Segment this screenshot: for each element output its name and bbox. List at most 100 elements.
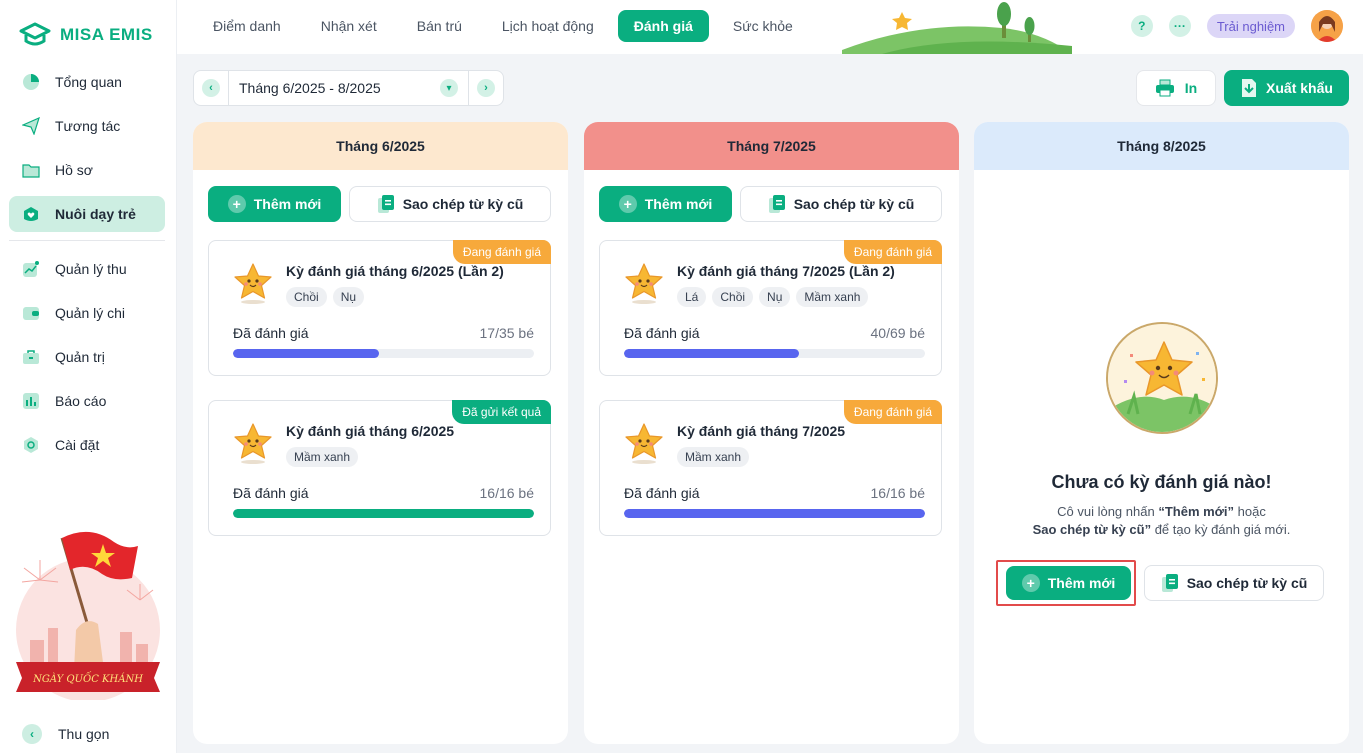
print-button[interactable]: In bbox=[1136, 70, 1216, 106]
tab-activity-schedule[interactable]: Lịch hoạt động bbox=[501, 18, 594, 34]
tab-comments[interactable]: Nhận xét bbox=[320, 18, 377, 34]
empty-desc-text: hoặc bbox=[1237, 504, 1266, 519]
copy-from-previous-button[interactable]: Sao chép từ kỳ cũ bbox=[349, 186, 551, 222]
evaluation-card[interactable]: Đang đánh giá Kỳ đánh giá tháng 7/2025 (… bbox=[599, 240, 942, 376]
column-actions: + Thêm mới Sao chép từ kỳ cũ bbox=[208, 186, 553, 222]
sidebar-divider bbox=[9, 240, 165, 241]
class-chip: Nụ bbox=[332, 287, 365, 307]
class-chips: Mầm xanh bbox=[286, 447, 359, 467]
period-selector: ‹ Tháng 6/2025 - 8/2025 ▾ › bbox=[193, 70, 504, 106]
evaluation-card[interactable]: Đã gửi kết quả Kỳ đánh giá tháng 6/2025 … bbox=[208, 400, 551, 536]
empty-state-description: Cô vui lòng nhấn “Thêm mới” hoặc Sao ché… bbox=[974, 503, 1349, 539]
progress-count: 40/69 bé bbox=[870, 325, 926, 341]
misa-logo-icon bbox=[19, 22, 51, 46]
sidebar-item-income[interactable]: Quản lý thu bbox=[9, 251, 165, 287]
evaluation-card[interactable]: Đang đánh giá Kỳ đánh giá tháng 7/2025 M… bbox=[599, 400, 942, 536]
add-new-button[interactable]: + Thêm mới bbox=[1006, 566, 1131, 600]
sidebar-item-childcare[interactable]: Nuôi dạy trẻ bbox=[9, 196, 165, 232]
progress-fill bbox=[233, 349, 380, 358]
export-label: Xuất khẩu bbox=[1266, 80, 1333, 96]
progress-label: Đã đánh giá bbox=[233, 485, 309, 501]
sidebar-item-records[interactable]: Hồ sơ bbox=[9, 152, 165, 188]
collapse-sidebar-button[interactable]: ‹ Thu gọn bbox=[22, 724, 109, 744]
chevron-right-icon: › bbox=[477, 79, 495, 97]
month-column: Tháng 8/2025 Chưa có kỳ đánh giá nào! Cô… bbox=[974, 122, 1349, 744]
add-label: Thêm mới bbox=[1047, 575, 1116, 591]
class-chips: Chồi Nụ bbox=[286, 287, 365, 307]
empty-state-actions: + Thêm mới Sao chép từ kỳ cũ bbox=[996, 560, 1324, 606]
chevron-left-icon: ‹ bbox=[22, 724, 42, 744]
sidebar-item-label: Nuôi dạy trẻ bbox=[55, 206, 136, 222]
progress-bar bbox=[233, 349, 534, 358]
collapse-label: Thu gọn bbox=[58, 726, 110, 742]
card-title: Kỳ đánh giá tháng 7/2025 bbox=[677, 423, 846, 439]
empty-state: Chưa có kỳ đánh giá nào! Cô vui lòng nhấ… bbox=[974, 322, 1349, 539]
plus-icon: + bbox=[1021, 574, 1040, 592]
column-header: Tháng 6/2025 bbox=[193, 122, 568, 170]
more-icon[interactable]: ··· bbox=[1168, 15, 1191, 37]
sidebar-item-admin[interactable]: Quản trị bbox=[9, 339, 165, 375]
wallet-icon bbox=[21, 303, 41, 323]
sidebar-item-settings[interactable]: Cài đặt bbox=[9, 427, 165, 463]
copy-document-icon bbox=[1161, 574, 1178, 592]
trial-button[interactable]: Trải nghiệm bbox=[1206, 14, 1295, 38]
class-chip: Nụ bbox=[759, 287, 791, 307]
month-column: Tháng 7/2025 + Thêm mới Sao chép từ kỳ c… bbox=[584, 122, 959, 744]
add-new-button[interactable]: + Thêm mới bbox=[599, 186, 732, 222]
progress-label: Đã đánh giá bbox=[624, 485, 700, 501]
sidebar-item-overview[interactable]: Tổng quan bbox=[9, 64, 165, 100]
bar-chart-icon bbox=[21, 391, 41, 411]
folder-icon bbox=[21, 160, 41, 180]
empty-desc-quote: Sao chép từ kỳ cũ” bbox=[1032, 522, 1152, 537]
avatar[interactable] bbox=[1311, 10, 1343, 42]
progress-bar bbox=[624, 509, 925, 518]
period-value: Tháng 6/2025 - 8/2025 bbox=[239, 80, 381, 96]
class-chip: Lá bbox=[677, 287, 707, 307]
tab-evaluation[interactable]: Đánh giá bbox=[617, 10, 709, 42]
sidebar-item-label: Tổng quan bbox=[55, 74, 122, 90]
paper-plane-icon bbox=[21, 116, 41, 136]
tab-boarding[interactable]: Bán trú bbox=[416, 18, 462, 34]
export-button[interactable]: Xuất khẩu bbox=[1224, 70, 1349, 106]
copy-document-icon bbox=[377, 195, 394, 213]
tab-health[interactable]: Sức khỏe bbox=[732, 18, 793, 34]
sidebar-item-interaction[interactable]: Tương tác bbox=[9, 108, 165, 144]
progress-fill bbox=[624, 509, 925, 518]
chevron-down-icon: ▾ bbox=[440, 79, 458, 97]
column-header: Tháng 8/2025 bbox=[974, 122, 1349, 170]
status-badge: Đang đánh giá bbox=[843, 240, 942, 264]
copy-label: Sao chép từ kỳ cũ bbox=[1186, 575, 1308, 591]
period-dropdown[interactable]: Tháng 6/2025 - 8/2025 ▾ bbox=[228, 71, 469, 105]
star-mascot-icon bbox=[625, 263, 663, 304]
evaluation-card[interactable]: Đang đánh giá Kỳ đánh giá tháng 6/2025 (… bbox=[208, 240, 551, 376]
empty-desc-text: để tạo kỳ đánh giá mới. bbox=[1154, 522, 1291, 537]
chevron-left-icon: ‹ bbox=[202, 79, 220, 97]
progress-count: 17/35 bé bbox=[479, 325, 535, 341]
status-badge: Đang đánh giá bbox=[843, 400, 942, 424]
sidebar-item-label: Quản lý thu bbox=[55, 261, 127, 277]
settings-icon bbox=[21, 435, 41, 455]
tab-attendance[interactable]: Điểm danh bbox=[213, 18, 281, 34]
class-chip: Mầm xanh bbox=[796, 287, 869, 307]
star-mascot-icon bbox=[625, 423, 663, 464]
prev-period-button[interactable]: ‹ bbox=[194, 71, 228, 105]
top-bar: Điểm danh Nhận xét Bán trú Lịch hoạt độn… bbox=[177, 0, 1363, 54]
help-icon[interactable]: ? bbox=[1130, 15, 1153, 37]
empty-desc-text: Cô vui lòng nhấn bbox=[1057, 504, 1155, 519]
next-period-button[interactable]: › bbox=[469, 71, 503, 105]
copy-from-previous-button[interactable]: Sao chép từ kỳ cũ bbox=[740, 186, 942, 222]
sidebar-item-reports[interactable]: Báo cáo bbox=[9, 383, 165, 419]
star-mascot-icon bbox=[234, 423, 272, 464]
app-logo[interactable]: MISA EMIS bbox=[18, 22, 153, 48]
class-chip: Chồi bbox=[712, 287, 754, 307]
column-actions: + Thêm mới Sao chép từ kỳ cũ bbox=[599, 186, 944, 222]
sidebar-item-expense[interactable]: Quản lý chi bbox=[9, 295, 165, 331]
sidebar-nav: Tổng quan Tương tác Hồ sơ Nuôi dạy trẻ bbox=[9, 64, 165, 471]
card-title: Kỳ đánh giá tháng 6/2025 (Lần 2) bbox=[286, 263, 504, 279]
top-right-actions: ? ··· Trải nghiệm bbox=[1130, 10, 1343, 42]
promo-text: NGÀY QUỐC KHÁNH bbox=[32, 672, 143, 685]
card-title: Kỳ đánh giá tháng 6/2025 bbox=[286, 423, 455, 439]
copy-from-previous-button[interactable]: Sao chép từ kỳ cũ bbox=[1144, 565, 1324, 601]
add-new-button[interactable]: + Thêm mới bbox=[208, 186, 341, 222]
empty-state-title: Chưa có kỳ đánh giá nào! bbox=[1051, 472, 1272, 492]
